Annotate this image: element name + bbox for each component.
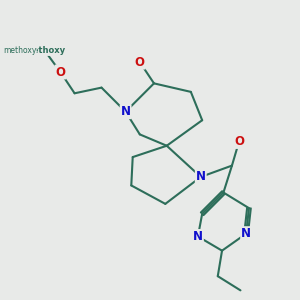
Text: O: O <box>234 135 244 148</box>
Text: N: N <box>241 227 251 240</box>
Text: methoxy: methoxy <box>24 46 65 55</box>
Text: O: O <box>135 56 145 69</box>
Text: methoxy: methoxy <box>3 46 36 55</box>
Text: N: N <box>193 230 203 243</box>
Text: N: N <box>196 170 206 183</box>
Text: O: O <box>56 65 65 79</box>
Text: N: N <box>121 105 130 118</box>
